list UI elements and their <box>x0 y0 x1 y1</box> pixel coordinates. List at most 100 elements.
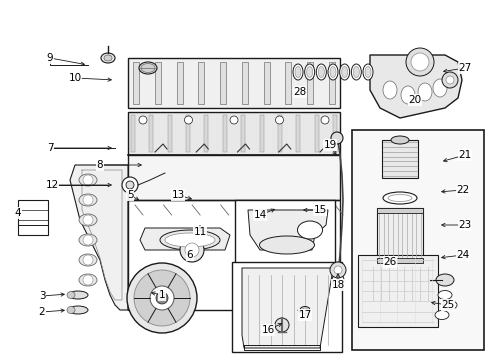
Ellipse shape <box>79 274 97 286</box>
Text: 16: 16 <box>261 325 274 335</box>
Bar <box>357 255 437 327</box>
Text: 1: 1 <box>159 290 165 300</box>
Circle shape <box>150 286 174 310</box>
Ellipse shape <box>341 67 347 77</box>
Circle shape <box>184 243 199 257</box>
Circle shape <box>126 181 134 189</box>
Ellipse shape <box>104 55 112 61</box>
Circle shape <box>441 72 457 88</box>
Ellipse shape <box>417 83 431 101</box>
Text: 14: 14 <box>253 210 266 220</box>
Text: 8: 8 <box>97 160 103 170</box>
Text: 2: 2 <box>39 307 45 317</box>
Bar <box>242 62 247 104</box>
Polygon shape <box>247 210 327 250</box>
Text: 6: 6 <box>186 250 193 260</box>
Bar <box>176 62 182 104</box>
Ellipse shape <box>299 306 309 314</box>
Ellipse shape <box>432 79 446 97</box>
Bar <box>220 62 225 104</box>
Bar <box>314 115 318 152</box>
Bar <box>263 62 269 104</box>
Circle shape <box>229 116 238 124</box>
Polygon shape <box>369 55 461 118</box>
Ellipse shape <box>79 254 97 266</box>
Circle shape <box>180 238 203 262</box>
Bar <box>155 62 161 104</box>
Ellipse shape <box>160 230 220 250</box>
Ellipse shape <box>339 64 349 80</box>
Ellipse shape <box>79 214 97 226</box>
Ellipse shape <box>329 67 335 77</box>
Circle shape <box>83 195 93 205</box>
Ellipse shape <box>67 306 75 314</box>
Text: 15: 15 <box>313 205 326 215</box>
Polygon shape <box>242 268 333 348</box>
Bar <box>241 115 244 152</box>
Text: 7: 7 <box>46 143 53 153</box>
Circle shape <box>83 255 93 265</box>
Bar <box>149 115 153 152</box>
Ellipse shape <box>141 63 155 72</box>
Bar <box>223 115 226 152</box>
Ellipse shape <box>316 64 325 80</box>
Circle shape <box>83 215 93 225</box>
Text: 28: 28 <box>293 87 306 97</box>
Text: 17: 17 <box>298 310 311 320</box>
Circle shape <box>122 177 138 193</box>
Bar <box>128 112 339 155</box>
Ellipse shape <box>164 233 215 247</box>
Bar <box>306 62 313 104</box>
Text: 23: 23 <box>457 220 470 230</box>
Bar <box>285 62 291 104</box>
Polygon shape <box>140 228 229 250</box>
Ellipse shape <box>350 64 361 80</box>
Text: 19: 19 <box>323 140 336 150</box>
Text: 13: 13 <box>171 190 184 200</box>
Text: 10: 10 <box>68 73 81 83</box>
Ellipse shape <box>390 136 408 144</box>
Text: 21: 21 <box>457 150 470 160</box>
Bar <box>376 258 422 263</box>
Ellipse shape <box>387 194 411 202</box>
Ellipse shape <box>437 291 451 300</box>
Text: 26: 26 <box>383 257 396 267</box>
Bar <box>133 62 139 104</box>
Circle shape <box>139 116 147 124</box>
Circle shape <box>329 262 346 278</box>
Circle shape <box>134 270 190 326</box>
Ellipse shape <box>297 221 322 239</box>
Bar <box>369 265 429 303</box>
Ellipse shape <box>79 194 97 206</box>
Circle shape <box>275 116 283 124</box>
Ellipse shape <box>294 67 301 77</box>
Ellipse shape <box>434 310 448 320</box>
Circle shape <box>330 132 342 144</box>
Circle shape <box>320 116 328 124</box>
Text: 4: 4 <box>15 208 21 218</box>
Ellipse shape <box>318 67 324 77</box>
Circle shape <box>274 318 288 332</box>
Bar <box>198 62 204 104</box>
Ellipse shape <box>382 192 416 204</box>
Bar <box>328 62 334 104</box>
Bar <box>128 200 339 310</box>
Polygon shape <box>70 165 128 310</box>
Circle shape <box>331 274 343 286</box>
Ellipse shape <box>306 67 312 77</box>
Text: 20: 20 <box>407 95 421 105</box>
Bar <box>128 155 339 200</box>
Text: 25: 25 <box>441 300 454 310</box>
Circle shape <box>83 175 93 185</box>
Bar <box>204 115 208 152</box>
Circle shape <box>405 48 433 76</box>
Text: 24: 24 <box>455 250 468 260</box>
Circle shape <box>156 292 168 304</box>
Bar <box>259 115 263 152</box>
Ellipse shape <box>382 81 396 99</box>
Ellipse shape <box>79 234 97 246</box>
Bar <box>296 115 300 152</box>
Circle shape <box>184 116 192 124</box>
Circle shape <box>333 266 341 274</box>
Ellipse shape <box>67 292 75 298</box>
